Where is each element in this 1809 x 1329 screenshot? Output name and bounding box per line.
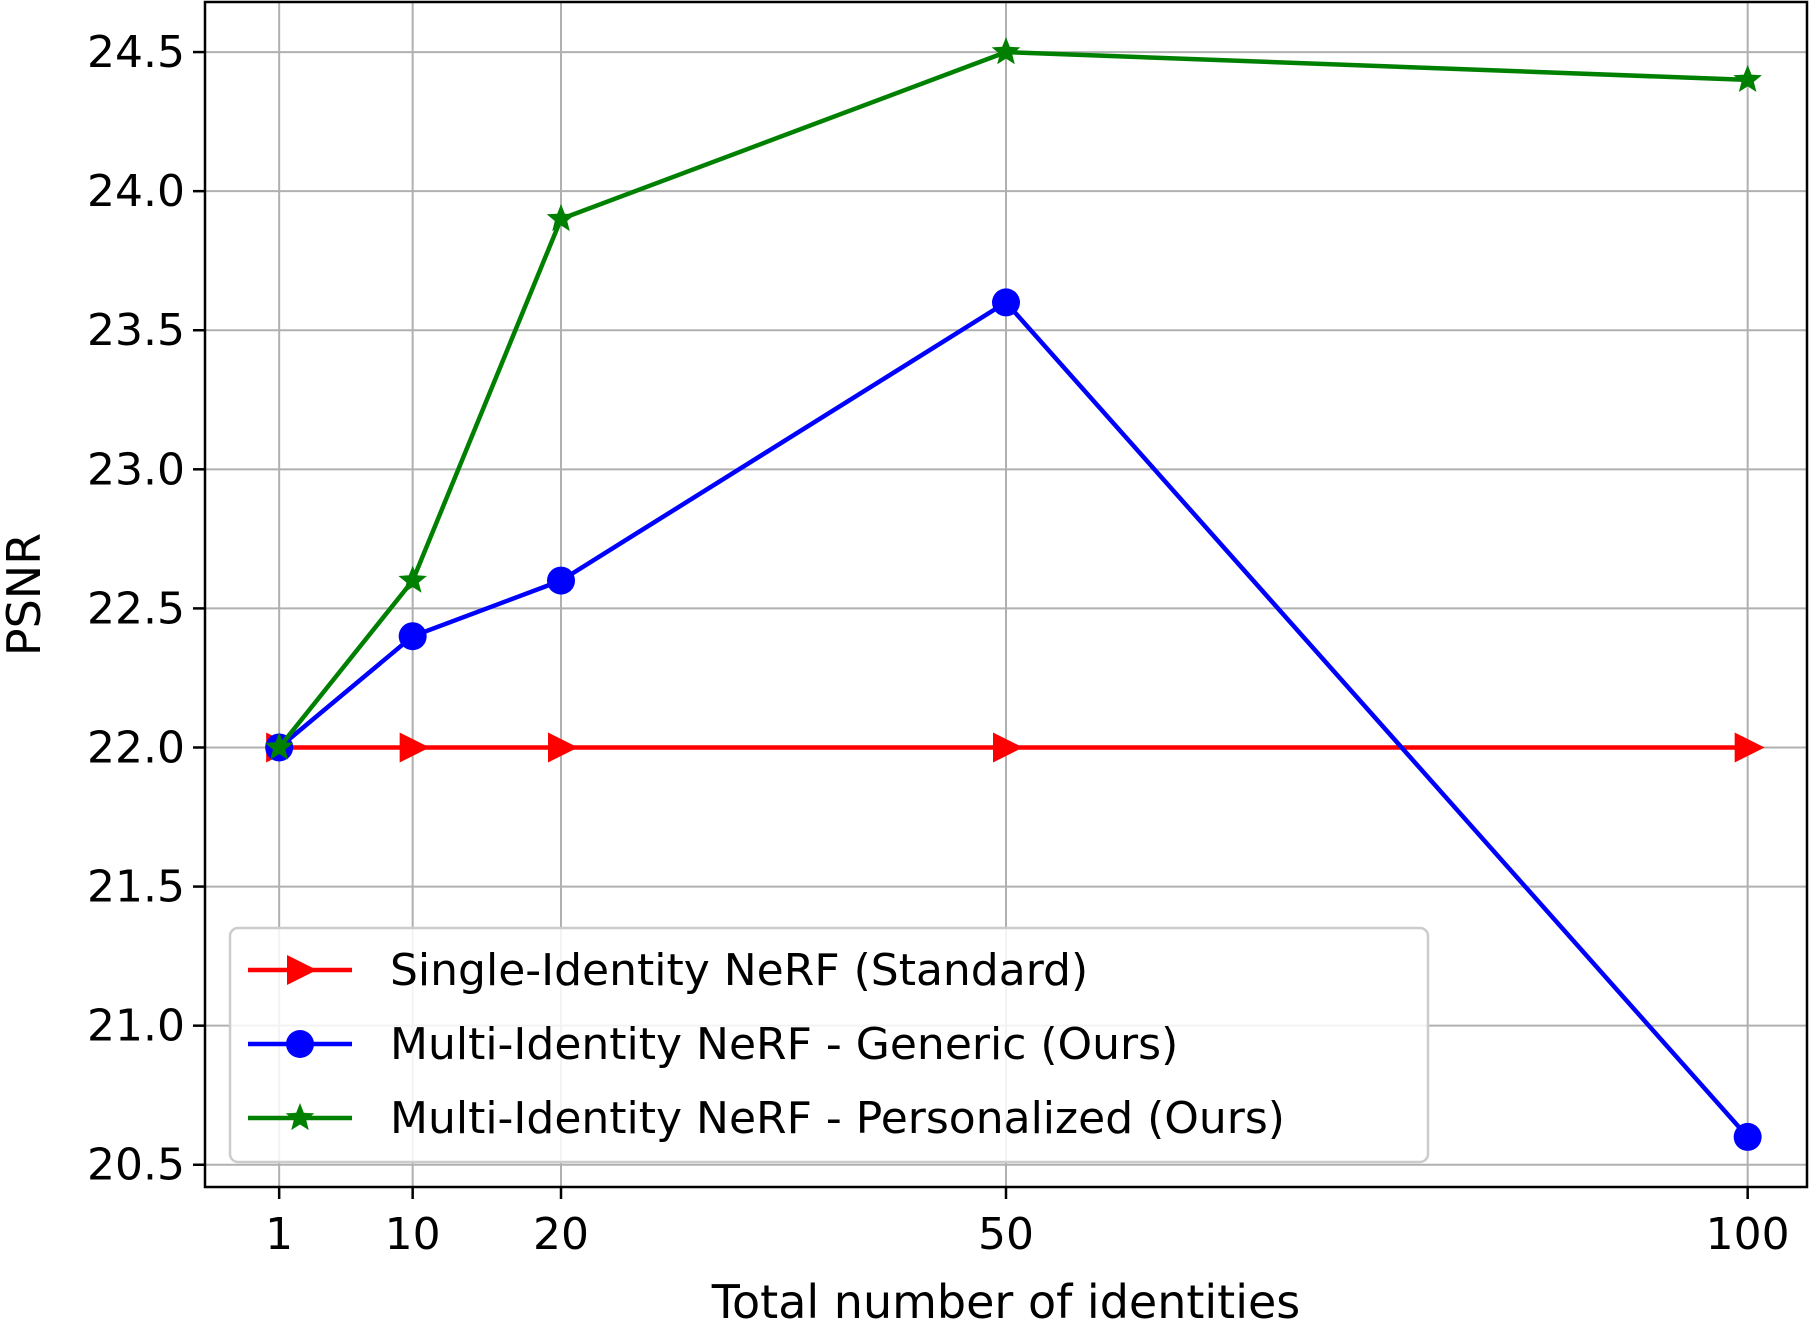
data-point: [1733, 64, 1762, 92]
y-tick-label: 23.0: [87, 444, 185, 495]
legend-marker: [287, 955, 317, 985]
tick-marks: [193, 50, 1749, 1199]
y-tick-label: 24.5: [87, 27, 185, 78]
legend-marker: [285, 1103, 315, 1131]
x-tick-label: 1: [265, 1209, 293, 1260]
y-axis-label: PSNR: [0, 533, 51, 656]
data-point: [264, 732, 294, 760]
data-point: [546, 204, 576, 232]
x-axis-label: Total number of identities: [711, 1275, 1301, 1329]
data-point: [1733, 1122, 1762, 1151]
x-tick-label: 20: [533, 1209, 589, 1260]
x-tick-label: 50: [978, 1209, 1034, 1260]
data-point: [398, 565, 427, 593]
data-point: [398, 622, 427, 651]
legend-label: Multi-Identity NeRF - Personalized (Ours…: [390, 1093, 1285, 1144]
data-point: [547, 566, 575, 595]
y-tick-label: 21.0: [87, 1001, 185, 1052]
tick-labels: 1 10 20 50 100 20.5 21.0 21.5 22.0 22.5 23.0 23.5 24…: [87, 27, 1790, 1260]
data-point: [548, 732, 578, 763]
y-tick-label: 24.0: [87, 166, 185, 217]
legend-entry: Single-Identity NeRF (Standard): [248, 945, 1088, 996]
y-tick-label: 22.5: [87, 583, 185, 634]
data-point: [992, 288, 1020, 317]
data-point: [1734, 732, 1765, 763]
data-point: [993, 732, 1023, 763]
y-tick-label: 23.5: [87, 305, 185, 356]
data-point: [399, 732, 430, 763]
x-tick-label: 100: [1706, 1209, 1790, 1260]
y-tick-label: 21.5: [87, 862, 185, 913]
legend-marker: [286, 1030, 314, 1058]
legend-label: Single-Identity NeRF (Standard): [390, 945, 1088, 996]
series-1: [266, 732, 1765, 763]
legend-entry: Multi-Identity NeRF - Generic (Ours): [248, 1019, 1178, 1070]
y-tick-label: 20.5: [87, 1140, 185, 1191]
series-layer: [264, 37, 1765, 1151]
legend-box: [228, 926, 1430, 1164]
x-tick-label: 10: [385, 1209, 441, 1260]
legend-label: Multi-Identity NeRF - Generic (Ours): [390, 1019, 1178, 1070]
series-3: [264, 37, 1762, 760]
data-point: [991, 37, 1021, 65]
y-tick-label: 22.0: [87, 722, 185, 773]
legend: Single-Identity NeRF (Standard) Multi-Ide…: [228, 926, 1430, 1164]
legend-entry: Multi-Identity NeRF - Personalized (Ours…: [248, 1093, 1285, 1144]
series-line: [277, 49, 1748, 749]
